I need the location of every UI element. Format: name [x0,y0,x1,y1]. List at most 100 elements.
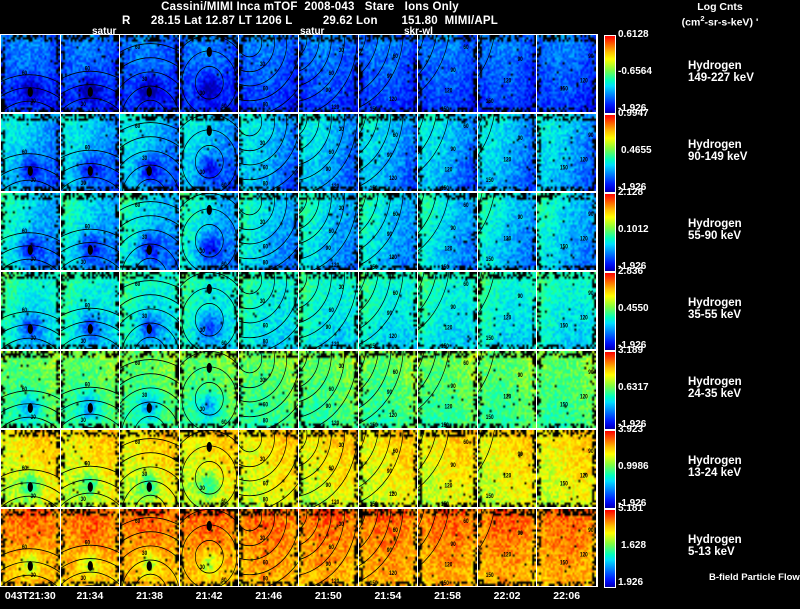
contour-label: 150 [486,572,494,579]
sky-map-panel[interactable]: 60 90 120 150 [418,430,477,507]
sky-map-panel[interactable]: 90 120 150 [537,114,596,191]
sky-map-panel[interactable]: 60 90 120 150 [358,35,418,112]
species-energy-range: 90-149 keV [688,151,748,163]
contour-line [299,35,345,102]
sky-map-panel[interactable]: 60 90 120 150 [418,193,477,270]
sky-map-panel[interactable]: 30 60 [120,193,179,270]
sky-map-panel[interactable]: 30 60 80 [239,114,298,191]
sky-map-panel[interactable]: 90 120 150 [537,35,596,112]
sky-map-panel[interactable]: 90 120 150 [477,351,537,428]
sky-map-panel[interactable]: 60 90 120 150 [358,114,418,191]
sky-map-panel[interactable]: 30 60 [60,351,120,428]
sky-map-panel[interactable]: 30 60 [179,509,239,586]
sky-map-panel[interactable]: 30 60 [1,272,60,349]
species-name: Hydrogen [688,455,742,467]
sky-map-panel[interactable]: 30 60 [60,193,120,270]
sky-map-panel[interactable]: 30 60 [1,114,60,191]
sky-map-panel[interactable]: 30 60 [179,35,239,112]
sky-map-panel[interactable]: 60 90 120 150 [358,272,418,349]
sky-map-panel[interactable]: 60 90 120 150 [418,272,477,349]
contour-line [122,480,179,507]
sky-map-panel[interactable]: 30 60 [1,35,60,112]
sky-map-panel[interactable]: 30 60 [1,509,60,586]
sky-map-panel[interactable]: 30 60 [120,351,179,428]
sky-map-panel[interactable]: 30 60 [179,430,239,507]
sky-map-panel[interactable]: 30 60 80 [239,272,298,349]
sky-map-panel[interactable]: 30 60 90 120 [299,193,358,270]
pitch-angle-contours: 30 60 [120,517,179,586]
sky-map-panel[interactable]: 30 60 [120,509,179,586]
pitch-angle-contours: 30 60 [179,35,239,112]
sky-map-panel[interactable]: 90 120 150 [537,193,596,270]
sky-map-panel[interactable]: 90 120 150 [537,351,596,428]
sky-map-panel[interactable]: 30 60 [60,272,120,349]
sky-map-panel[interactable]: 30 60 [1,351,60,428]
sky-map-panel[interactable]: 60 90 120 150 [358,430,418,507]
sky-map-panel[interactable]: 30 60 90 120 [299,509,358,586]
contour-label: 30 [142,314,147,321]
sky-map-panel[interactable]: 60 90 120 150 [358,509,418,586]
sky-map-panel[interactable]: 90 120 150 [477,430,537,507]
sky-map-panel[interactable]: 60 90 120 150 [418,35,477,112]
sky-map-panel[interactable]: 30 60 [120,35,179,112]
sky-map-panel[interactable]: 30 60 80 [239,351,298,428]
sky-map-panel[interactable]: 90 120 150 [477,272,537,349]
sky-map-panel[interactable]: 60 90 120 150 [418,509,477,586]
sky-map-panel[interactable]: 30 60 90 120 [299,114,358,191]
sky-map-panel[interactable]: 30 60 [60,35,120,112]
sky-map-panel[interactable]: 60 90 120 150 [418,114,477,191]
species-energy-range: 149-227 keV [688,72,754,84]
sky-map-panel[interactable]: 30 60 80 [239,35,298,112]
contour-label: 60 [135,439,140,446]
sky-map-panel[interactable]: 30 60 [1,430,60,507]
sky-map-panel[interactable]: 90 120 150 [477,193,537,270]
sky-map-panel[interactable]: 30 60 [60,509,120,586]
contour-label: 60 [263,481,268,488]
contour-label: 60 [329,71,334,78]
sky-map-panel[interactable]: 30 60 90 120 [299,430,358,507]
pitch-angle-contours: 30 60 [120,438,179,507]
sky-map-panel[interactable]: 30 60 90 120 [299,351,358,428]
contour-label: 30 [31,256,36,263]
sky-map-panel[interactable]: 30 60 [179,272,239,349]
sky-map-panel[interactable]: 60 90 120 150 [418,351,477,428]
sky-map-panel[interactable]: 30 60 80 [239,193,298,270]
sky-map-panel[interactable]: 90 120 150 [537,272,596,349]
sky-map-panel[interactable]: 30 60 [120,272,179,349]
sky-map-panel[interactable]: 30 60 [120,114,179,191]
contour-line [477,114,495,156]
sky-map-panel[interactable]: 30 60 80 [239,430,298,507]
sky-map-panel[interactable]: 30 60 90 120 [299,272,358,349]
sky-map-panel[interactable]: 30 60 [60,114,120,191]
contour-line [122,85,179,112]
sky-map-panel[interactable]: 90 120 150 [537,509,596,586]
sky-map-panel[interactable]: 60 90 120 150 [358,193,418,270]
sky-map-panel[interactable]: 30 60 [179,351,239,428]
sky-map-panel[interactable]: 30 60 [60,430,120,507]
sky-map-panel[interactable]: 90 120 150 [537,430,596,507]
sky-map-panel[interactable]: 90 120 150 [477,114,537,191]
saturn-marker [27,165,33,176]
sky-map-panel[interactable]: 30 60 90 120 [299,35,358,112]
contour-label: 90 [386,74,391,81]
contour-line [60,242,120,253]
sky-map-panel[interactable]: 30 60 [120,430,179,507]
contour-line [122,322,179,349]
species-name: Hydrogen [688,218,742,230]
sky-map-panel[interactable]: 60 90 120 150 [358,351,418,428]
contour-line [358,114,366,135]
sky-map-panel[interactable]: 90 120 150 [477,35,537,112]
contour-label: 120 [503,394,511,401]
sky-map-panel[interactable]: 30 60 80 [239,509,298,586]
sky-map-panel[interactable]: 30 60 [1,193,60,270]
contour-line [60,571,120,586]
contour-line [299,114,332,165]
time-tick-label: 21:58 [434,590,461,602]
contour-line [299,114,320,151]
sky-map-panel[interactable]: 30 60 [179,114,239,191]
contour-label: 60 [464,518,469,525]
contour-line [418,272,450,331]
sky-map-panel[interactable]: 90 120 150 [477,509,537,586]
sky-map-panel[interactable]: 30 60 [179,193,239,270]
contour-line [299,351,320,388]
